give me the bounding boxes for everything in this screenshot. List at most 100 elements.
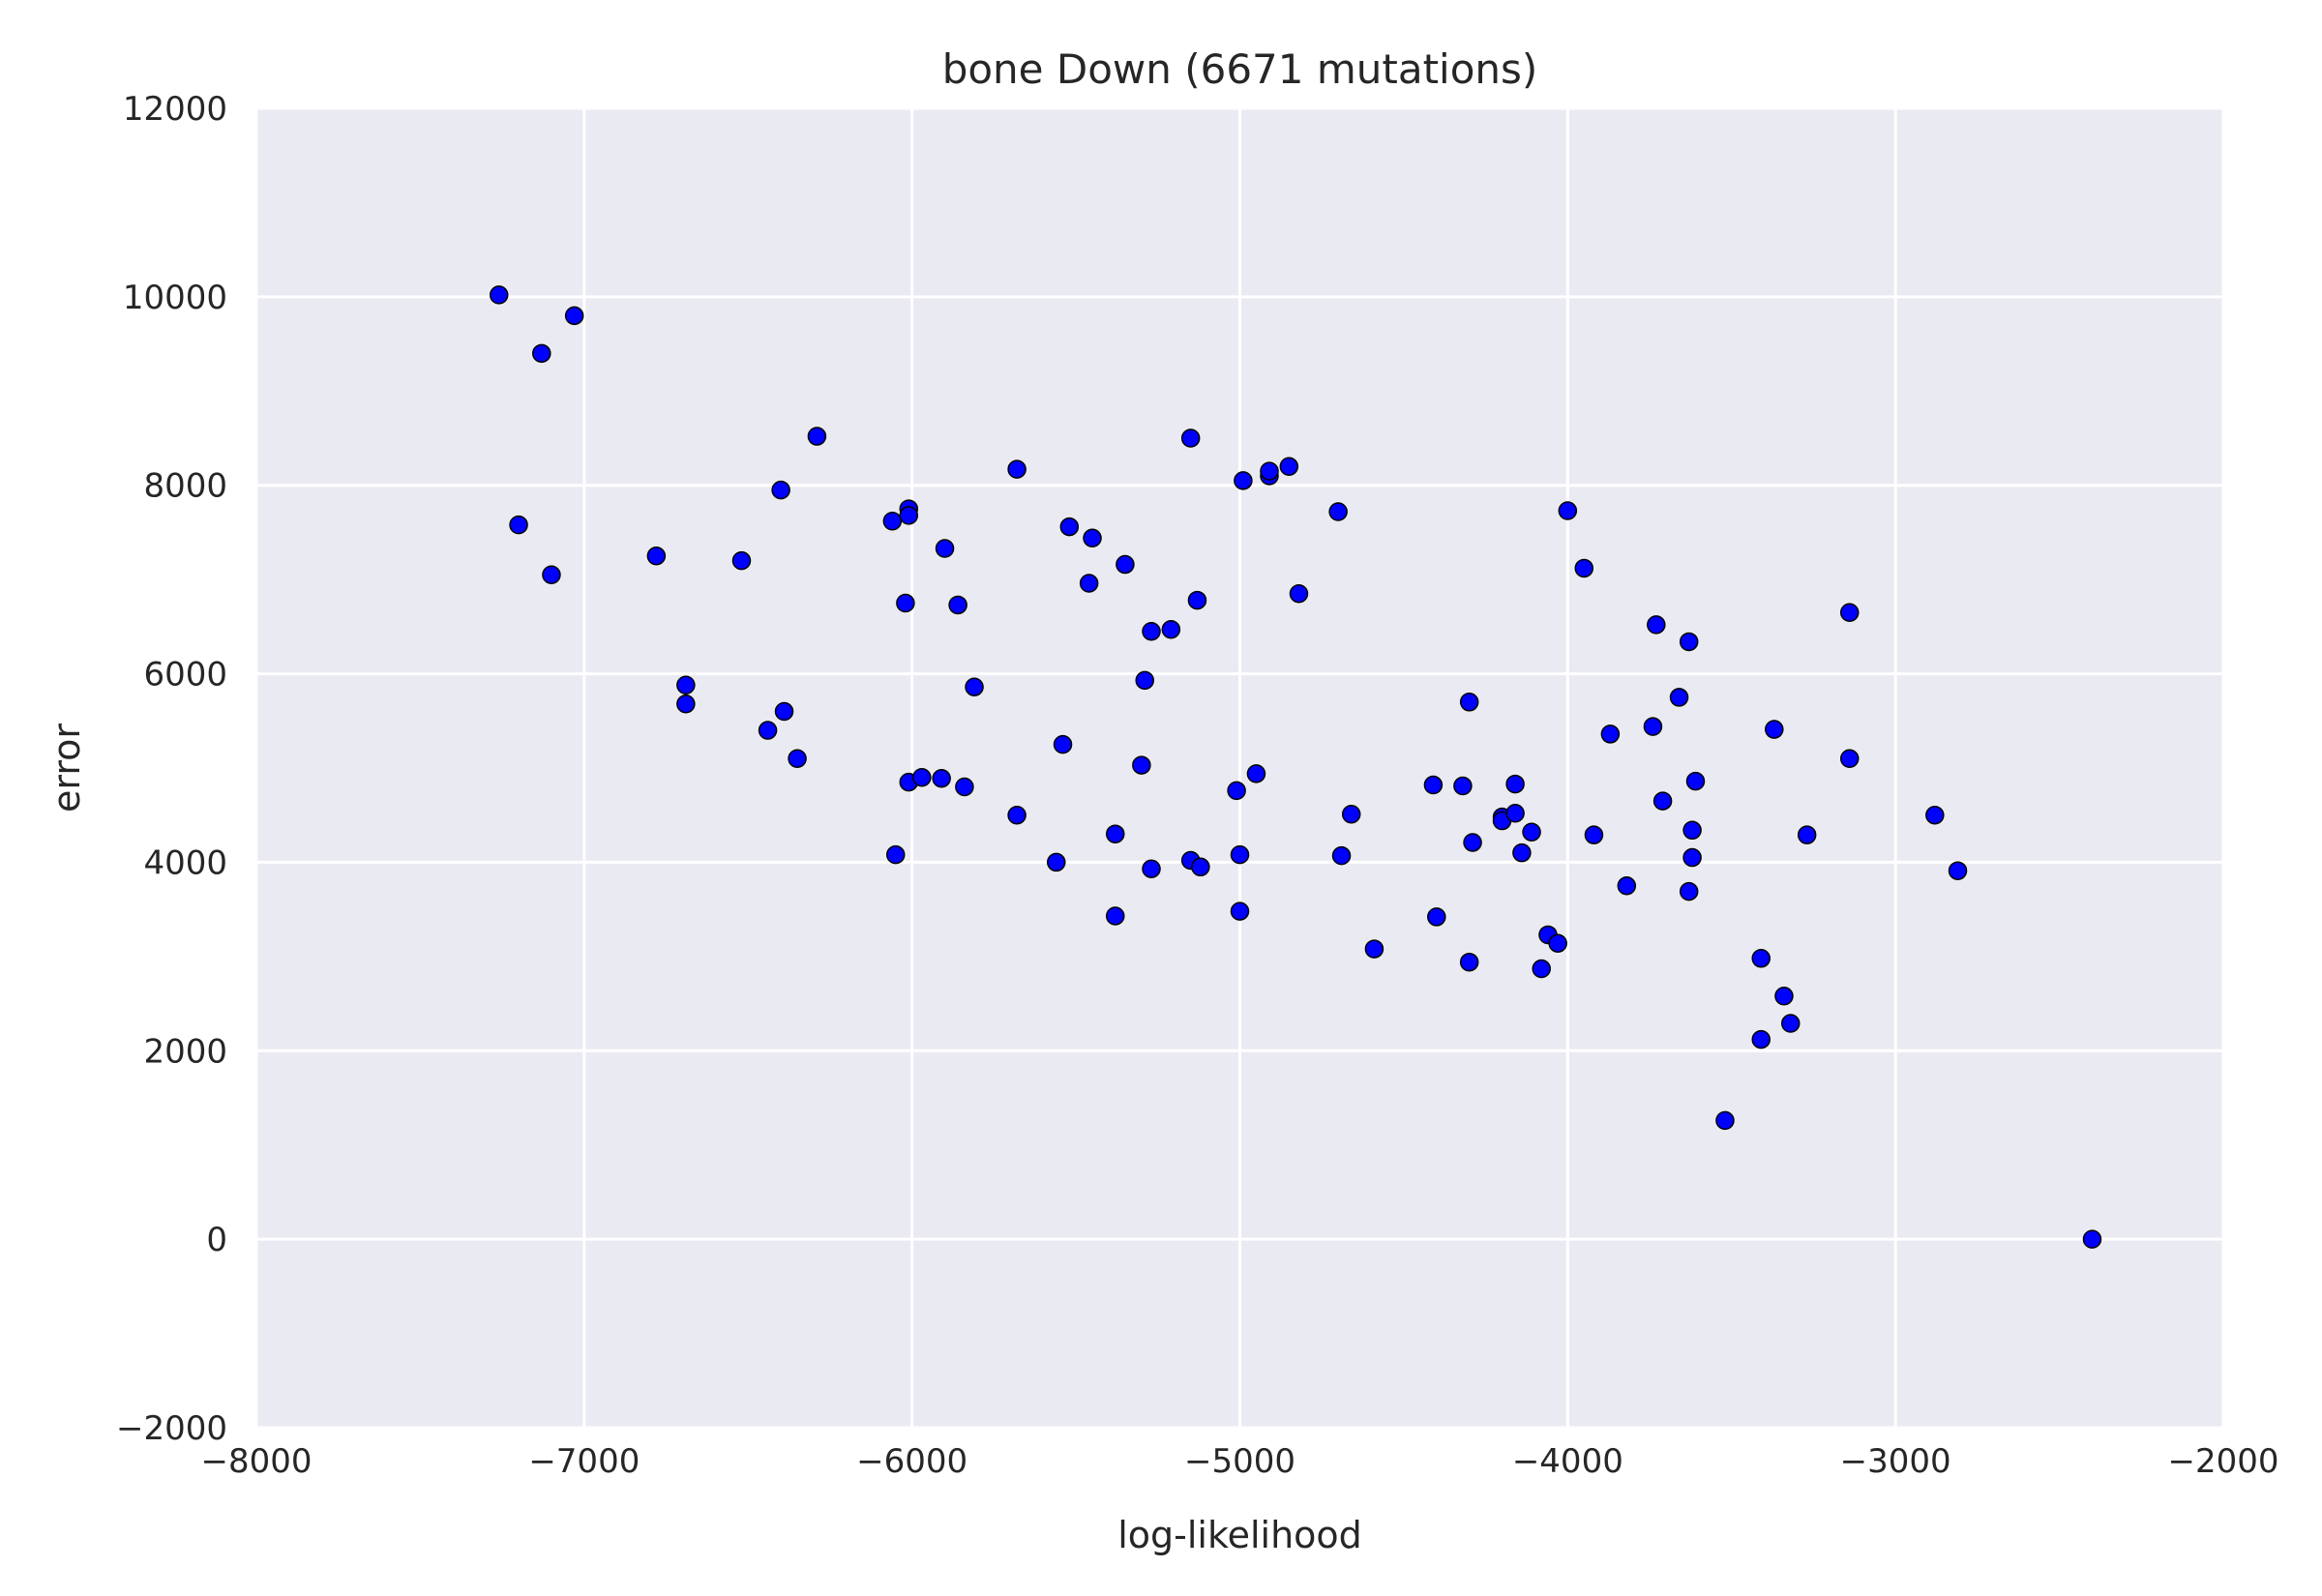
data-point [955, 777, 974, 797]
data-point [788, 749, 807, 769]
x-axis-label: log-likelihood [1117, 1514, 1362, 1556]
data-point [1047, 852, 1066, 872]
data-point [1647, 615, 1666, 635]
data-point [564, 306, 584, 326]
y-tick-label: 10000 [123, 279, 227, 317]
data-point [1715, 1110, 1735, 1131]
data-point [1751, 1029, 1771, 1049]
data-point [1839, 749, 1860, 769]
data-point [1584, 825, 1604, 844]
data-point [935, 539, 955, 558]
data-point [965, 677, 984, 696]
y-tick-label: −2000 [116, 1409, 227, 1448]
data-point [1463, 833, 1482, 852]
data-point [1780, 1014, 1801, 1033]
data-point [1558, 501, 1578, 520]
data-point [1459, 693, 1479, 712]
data-point [1423, 775, 1444, 795]
data-point [2082, 1229, 2102, 1249]
data-point [1948, 861, 1968, 880]
data-point [1246, 764, 1266, 783]
data-point [899, 506, 919, 525]
data-point [1797, 825, 1817, 844]
data-point [1230, 844, 1250, 865]
data-point [1548, 933, 1567, 953]
data-point [1505, 774, 1525, 794]
data-point [774, 701, 794, 722]
y-tick-labels: −2000 0 2000 4000 6000 8000 10000 12000 [116, 90, 227, 1448]
y-tick-label: 0 [206, 1221, 227, 1259]
data-point [771, 480, 790, 500]
data-point [1652, 791, 1673, 811]
data-point [912, 767, 932, 787]
data-point [1234, 471, 1253, 490]
x-tick-label: −4000 [1512, 1442, 1623, 1481]
x-tick-label: −5000 [1184, 1442, 1295, 1481]
data-point [1341, 804, 1361, 824]
data-point [1116, 554, 1135, 575]
data-point [1053, 734, 1073, 754]
data-point [1765, 720, 1784, 739]
x-tick-label: −8000 [200, 1442, 312, 1481]
data-point [1617, 876, 1637, 896]
data-point [1839, 603, 1860, 622]
data-point [1279, 457, 1299, 476]
data-point [1669, 688, 1689, 707]
data-point [1227, 781, 1246, 801]
data-point [731, 550, 752, 571]
data-point [1925, 805, 1945, 825]
data-point [1427, 907, 1446, 927]
data-point [1191, 857, 1210, 877]
data-point [1260, 461, 1279, 481]
data-point [532, 343, 551, 364]
data-point [1007, 459, 1027, 479]
data-point [1289, 584, 1309, 604]
data-point [542, 565, 561, 585]
y-axis-label: error [45, 724, 88, 813]
data-point [1161, 620, 1181, 639]
chart-title: bone Down (6671 mutations) [942, 45, 1538, 93]
data-point [676, 675, 696, 695]
y-tick-label: 2000 [143, 1032, 227, 1071]
data-point [1331, 845, 1352, 866]
data-point [1105, 824, 1125, 843]
x-tick-label: −3000 [1840, 1442, 1951, 1481]
data-point [948, 595, 968, 615]
x-tick-label: −6000 [856, 1442, 968, 1481]
data-point [932, 768, 951, 788]
data-point [1682, 847, 1702, 868]
data-point [1522, 822, 1541, 842]
data-point [885, 844, 906, 865]
data-point [1685, 771, 1706, 791]
data-point [489, 285, 509, 305]
data-point [1328, 502, 1348, 521]
x-tick-labels: −8000 −7000 −6000 −5000 −4000 −3000 −2000 [200, 1442, 2278, 1481]
data-point [1643, 717, 1663, 736]
data-point [1600, 724, 1621, 744]
data-point [1142, 621, 1161, 641]
data-point [1135, 670, 1154, 691]
data-point [1453, 776, 1473, 796]
data-point [758, 721, 778, 740]
data-point [1059, 517, 1080, 537]
y-tick-label: 6000 [143, 656, 227, 695]
data-point [896, 593, 915, 613]
data-point [1230, 901, 1250, 921]
x-tick-label: −2000 [2167, 1442, 2278, 1481]
y-tick-label: 4000 [143, 843, 227, 882]
data-point [1512, 842, 1532, 863]
data-point [646, 547, 667, 566]
data-point [1083, 528, 1102, 548]
data-point [509, 515, 528, 535]
data-point [1682, 820, 1702, 841]
data-point [1505, 804, 1525, 823]
data-point [1142, 859, 1161, 878]
data-point [1774, 987, 1794, 1006]
data-point [1574, 558, 1594, 578]
data-point [1679, 632, 1699, 652]
data-point [1180, 429, 1201, 448]
data-points [489, 285, 2102, 1249]
data-point [1679, 881, 1699, 901]
data-point [1132, 755, 1151, 775]
data-point [1007, 805, 1027, 825]
